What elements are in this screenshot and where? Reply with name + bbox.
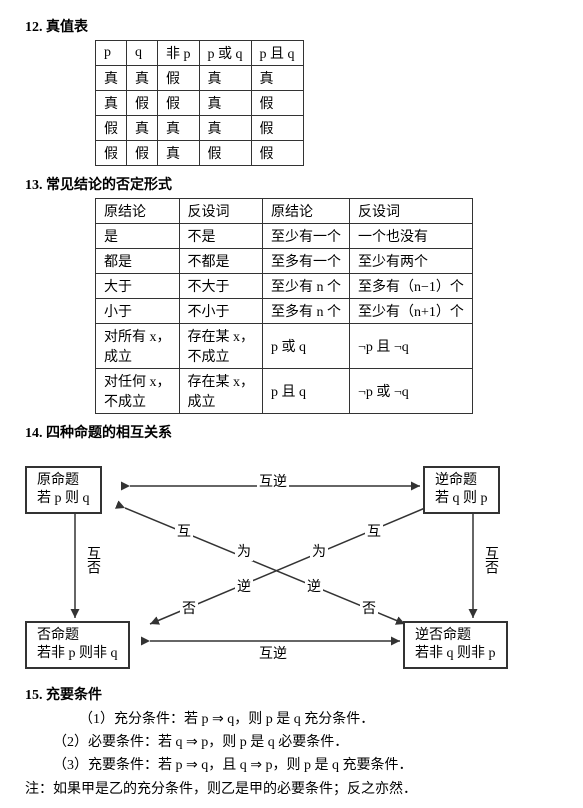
th: q	[127, 41, 158, 66]
table-header-row: 原结论 反设词 原结论 反设词	[96, 199, 473, 224]
label-d2d: 否	[180, 598, 198, 618]
node-inverse: 否命题 若非 p 则非 q	[25, 621, 130, 669]
th: p	[96, 41, 127, 66]
table-row: 都是不都是至多有一个至少有两个	[96, 249, 473, 274]
label-bottom: 互逆	[257, 643, 289, 663]
table-row: 对任何 x， 不成立存在某 x， 成立p 且 q¬p 或 ¬q	[96, 369, 473, 414]
section-12-title: 12. 真值表	[25, 16, 558, 36]
conditions-list: （1）充分条件：若 p ⇒ q，则 p 是 q 充分条件． （2）必要条件：若 …	[53, 708, 558, 774]
table-row: 假假真假假	[96, 141, 304, 166]
table-header-row: p q 非 p p 或 q p 且 q	[96, 41, 304, 66]
th: p 且 q	[251, 41, 303, 66]
label-top: 互逆	[257, 471, 289, 491]
table-row: 是不是至少有一个一个也没有	[96, 224, 473, 249]
table-row: 大于不大于至少有 n 个至多有（n−1）个	[96, 274, 473, 299]
negation-table: 原结论 反设词 原结论 反设词 是不是至少有一个一个也没有 都是不都是至多有一个…	[95, 198, 473, 414]
th: p 或 q	[199, 41, 251, 66]
label-d1b: 为	[235, 541, 253, 561]
th: 非 p	[158, 41, 200, 66]
section-15-title: 15. 充要条件	[25, 684, 558, 704]
list-item: （1）充分条件：若 p ⇒ q，则 p 是 q 充分条件．	[79, 708, 558, 728]
table-row: 假真真真假	[96, 116, 304, 141]
label-d2c: 逆	[235, 576, 253, 596]
label-d1d: 否	[360, 598, 378, 618]
label-d1a: 互	[175, 521, 193, 541]
note-text: 注：如果甲是乙的充分条件，则乙是甲的必要条件；反之亦然．	[25, 778, 558, 798]
section-13-title: 13. 常见结论的否定形式	[25, 174, 558, 194]
label-d2a: 互	[365, 521, 383, 541]
table-row: 对所有 x， 成立存在某 x， 不成立p 或 q¬p 且 ¬q	[96, 324, 473, 369]
proposition-diagram: 原命题 若 p 则 q 逆命题 若 q 则 p 否命题 若非 p 则非 q 逆否…	[25, 446, 545, 676]
table-row: 真假假真假	[96, 91, 304, 116]
label-left: 互否	[80, 546, 104, 574]
node-original: 原命题 若 p 则 q	[25, 466, 102, 514]
truth-table: p q 非 p p 或 q p 且 q 真真假真真 真假假真假 假真真真假 假假…	[95, 40, 304, 166]
label-d1c: 逆	[305, 576, 323, 596]
table-row: 小于不小于至多有 n 个至少有（n+1）个	[96, 299, 473, 324]
label-d2b: 为	[310, 541, 328, 561]
list-item: （3）充要条件：若 p ⇒ q，且 q ⇒ p，则 p 是 q 充要条件．	[53, 754, 558, 774]
table-row: 真真假真真	[96, 66, 304, 91]
list-item: （2）必要条件：若 q ⇒ p，则 p 是 q 必要条件．	[53, 731, 558, 751]
label-right: 互否	[478, 546, 502, 574]
node-contrapositive: 逆否命题 若非 q 则非 p	[403, 621, 508, 669]
node-converse: 逆命题 若 q 则 p	[423, 466, 500, 514]
section-14-title: 14. 四种命题的相互关系	[25, 422, 558, 442]
